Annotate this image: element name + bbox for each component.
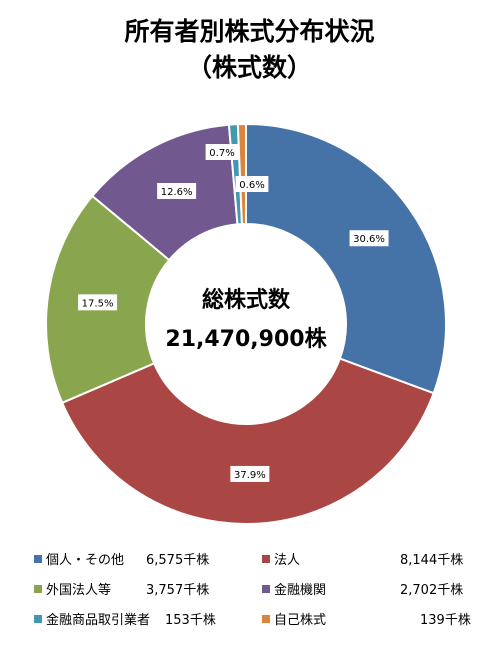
legend-label: 法人 bbox=[274, 553, 301, 568]
percent-label: 17.5% bbox=[82, 298, 114, 309]
donut-chart: 30.6% 37.9% 17.5% 12.6% 0.7% 0.6% 総株式数 21,470… bbox=[45, 122, 447, 525]
percent-label: 0.7% bbox=[209, 148, 234, 159]
percent-label-bg bbox=[349, 230, 389, 247]
percent-label-bg bbox=[230, 465, 270, 482]
legend-label: 金融機関 bbox=[274, 583, 327, 598]
slice-corporations bbox=[60, 357, 435, 525]
legend-item-financial-institutions: 金融機関 2,702千株 bbox=[262, 581, 472, 601]
legend-item-corporations: 法人 8,144千株 bbox=[262, 551, 472, 571]
percent-label: 0.6% bbox=[239, 180, 264, 191]
legend-label: 自己株式 bbox=[274, 613, 327, 628]
slice-treasury-stock bbox=[236, 122, 247, 226]
legend-label: 金融商品取引業者 bbox=[46, 613, 151, 628]
slice-label: 12.6% bbox=[157, 183, 197, 200]
chart-title: 所有者別株式分布状況 bbox=[124, 17, 375, 46]
percent-label-bg bbox=[235, 176, 269, 192]
slice-label: 37.9% bbox=[230, 465, 270, 482]
percent-label: 30.6% bbox=[353, 234, 385, 245]
percent-label-bg bbox=[157, 183, 197, 200]
legend-value: 2,702千株 bbox=[400, 583, 464, 598]
percent-label: 12.6% bbox=[161, 187, 193, 198]
legend-label: 外国法人等 bbox=[46, 583, 112, 598]
legend-item-foreign: 外国法人等 3,757千株 bbox=[34, 581, 234, 601]
legend-swatch bbox=[262, 615, 270, 623]
legend-swatch bbox=[34, 555, 42, 563]
center-label: 総株式数 bbox=[202, 287, 291, 313]
legend-item-individuals: 個人・その他 6,575千株 bbox=[34, 551, 234, 571]
legend-value: 8,144千株 bbox=[400, 553, 464, 568]
slice-label: 30.6% bbox=[349, 230, 389, 247]
legend-label: 個人・その他 bbox=[46, 553, 125, 568]
legend-swatch bbox=[262, 585, 270, 593]
legend-value: 3,757千株 bbox=[146, 583, 210, 598]
chart-subtitle: （株式数） bbox=[186, 53, 312, 82]
slice-label: 0.6% bbox=[235, 176, 269, 192]
slice-label: 17.5% bbox=[78, 294, 118, 311]
slice-label: 0.7% bbox=[205, 144, 239, 160]
percent-label-bg bbox=[205, 144, 239, 160]
slice-individuals bbox=[245, 122, 447, 395]
legend-value: 139千株 bbox=[420, 613, 471, 628]
center-value: 21,470,900株 bbox=[165, 327, 327, 352]
legend-item-treasury-stock: 自己株式 139千株 bbox=[262, 611, 472, 631]
legend-swatch bbox=[262, 555, 270, 563]
percent-label: 37.9% bbox=[234, 470, 266, 481]
legend-value: 153千株 bbox=[165, 613, 216, 628]
legend-item-securities-firms: 金融商品取引業者 153千株 bbox=[34, 611, 234, 631]
legend-swatch bbox=[34, 585, 42, 593]
percent-label-bg bbox=[78, 294, 118, 311]
legend-swatch bbox=[34, 615, 42, 623]
legend-value: 6,575千株 bbox=[146, 553, 210, 568]
